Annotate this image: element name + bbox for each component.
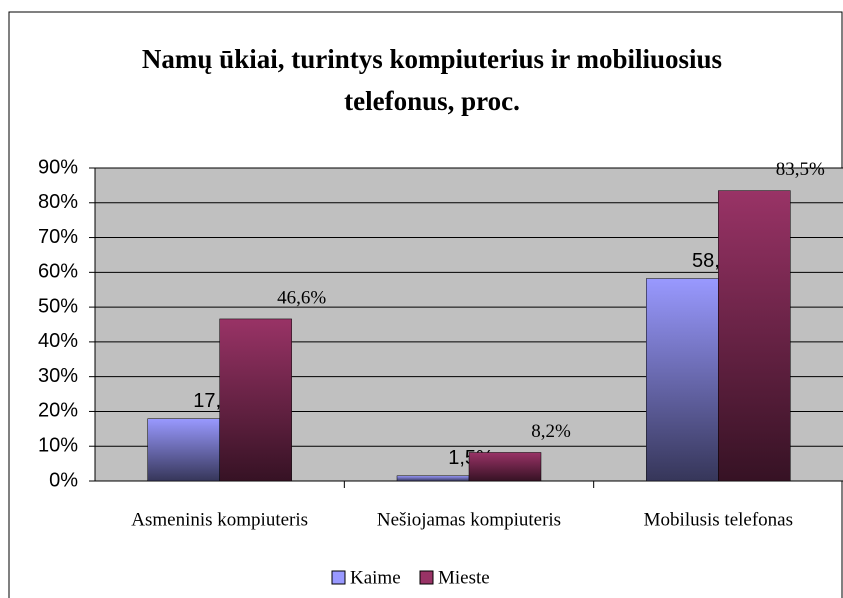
bar [646, 278, 719, 482]
bar [396, 475, 470, 482]
legend-swatch [331, 570, 346, 585]
y-tick-label: 50% [38, 295, 78, 317]
data-label: 8,2% [531, 421, 571, 442]
bar [718, 190, 791, 482]
y-tick-label: 60% [38, 261, 78, 283]
y-tick-label: 40% [38, 330, 78, 352]
y-tick-label: 80% [38, 191, 78, 213]
x-tick-label: Nešiojamas kompiuteris [377, 509, 561, 530]
y-tick-label: 70% [38, 226, 78, 248]
chart-title: telefonus, proc. [344, 86, 520, 116]
data-label: 83,5% [776, 159, 825, 180]
chart-title: Namų ūkiai, turintys kompiuterius ir mob… [142, 44, 722, 74]
y-tick-label: 0% [49, 469, 78, 491]
y-tick-label: 20% [38, 400, 78, 422]
y-tick-label: 90% [38, 156, 78, 178]
legend-label: Kaime [350, 567, 401, 588]
bar [219, 318, 292, 482]
legend-swatch [419, 570, 434, 585]
x-tick-label: Mobilusis telefonas [644, 509, 793, 530]
bar [468, 452, 542, 482]
y-tick-label: 10% [38, 435, 78, 457]
bar [147, 418, 220, 482]
legend-label: Mieste [438, 567, 490, 588]
x-tick-label: Asmeninis kompiuteris [131, 509, 308, 530]
data-label: 46,6% [277, 287, 326, 308]
y-tick-label: 30% [38, 365, 78, 387]
